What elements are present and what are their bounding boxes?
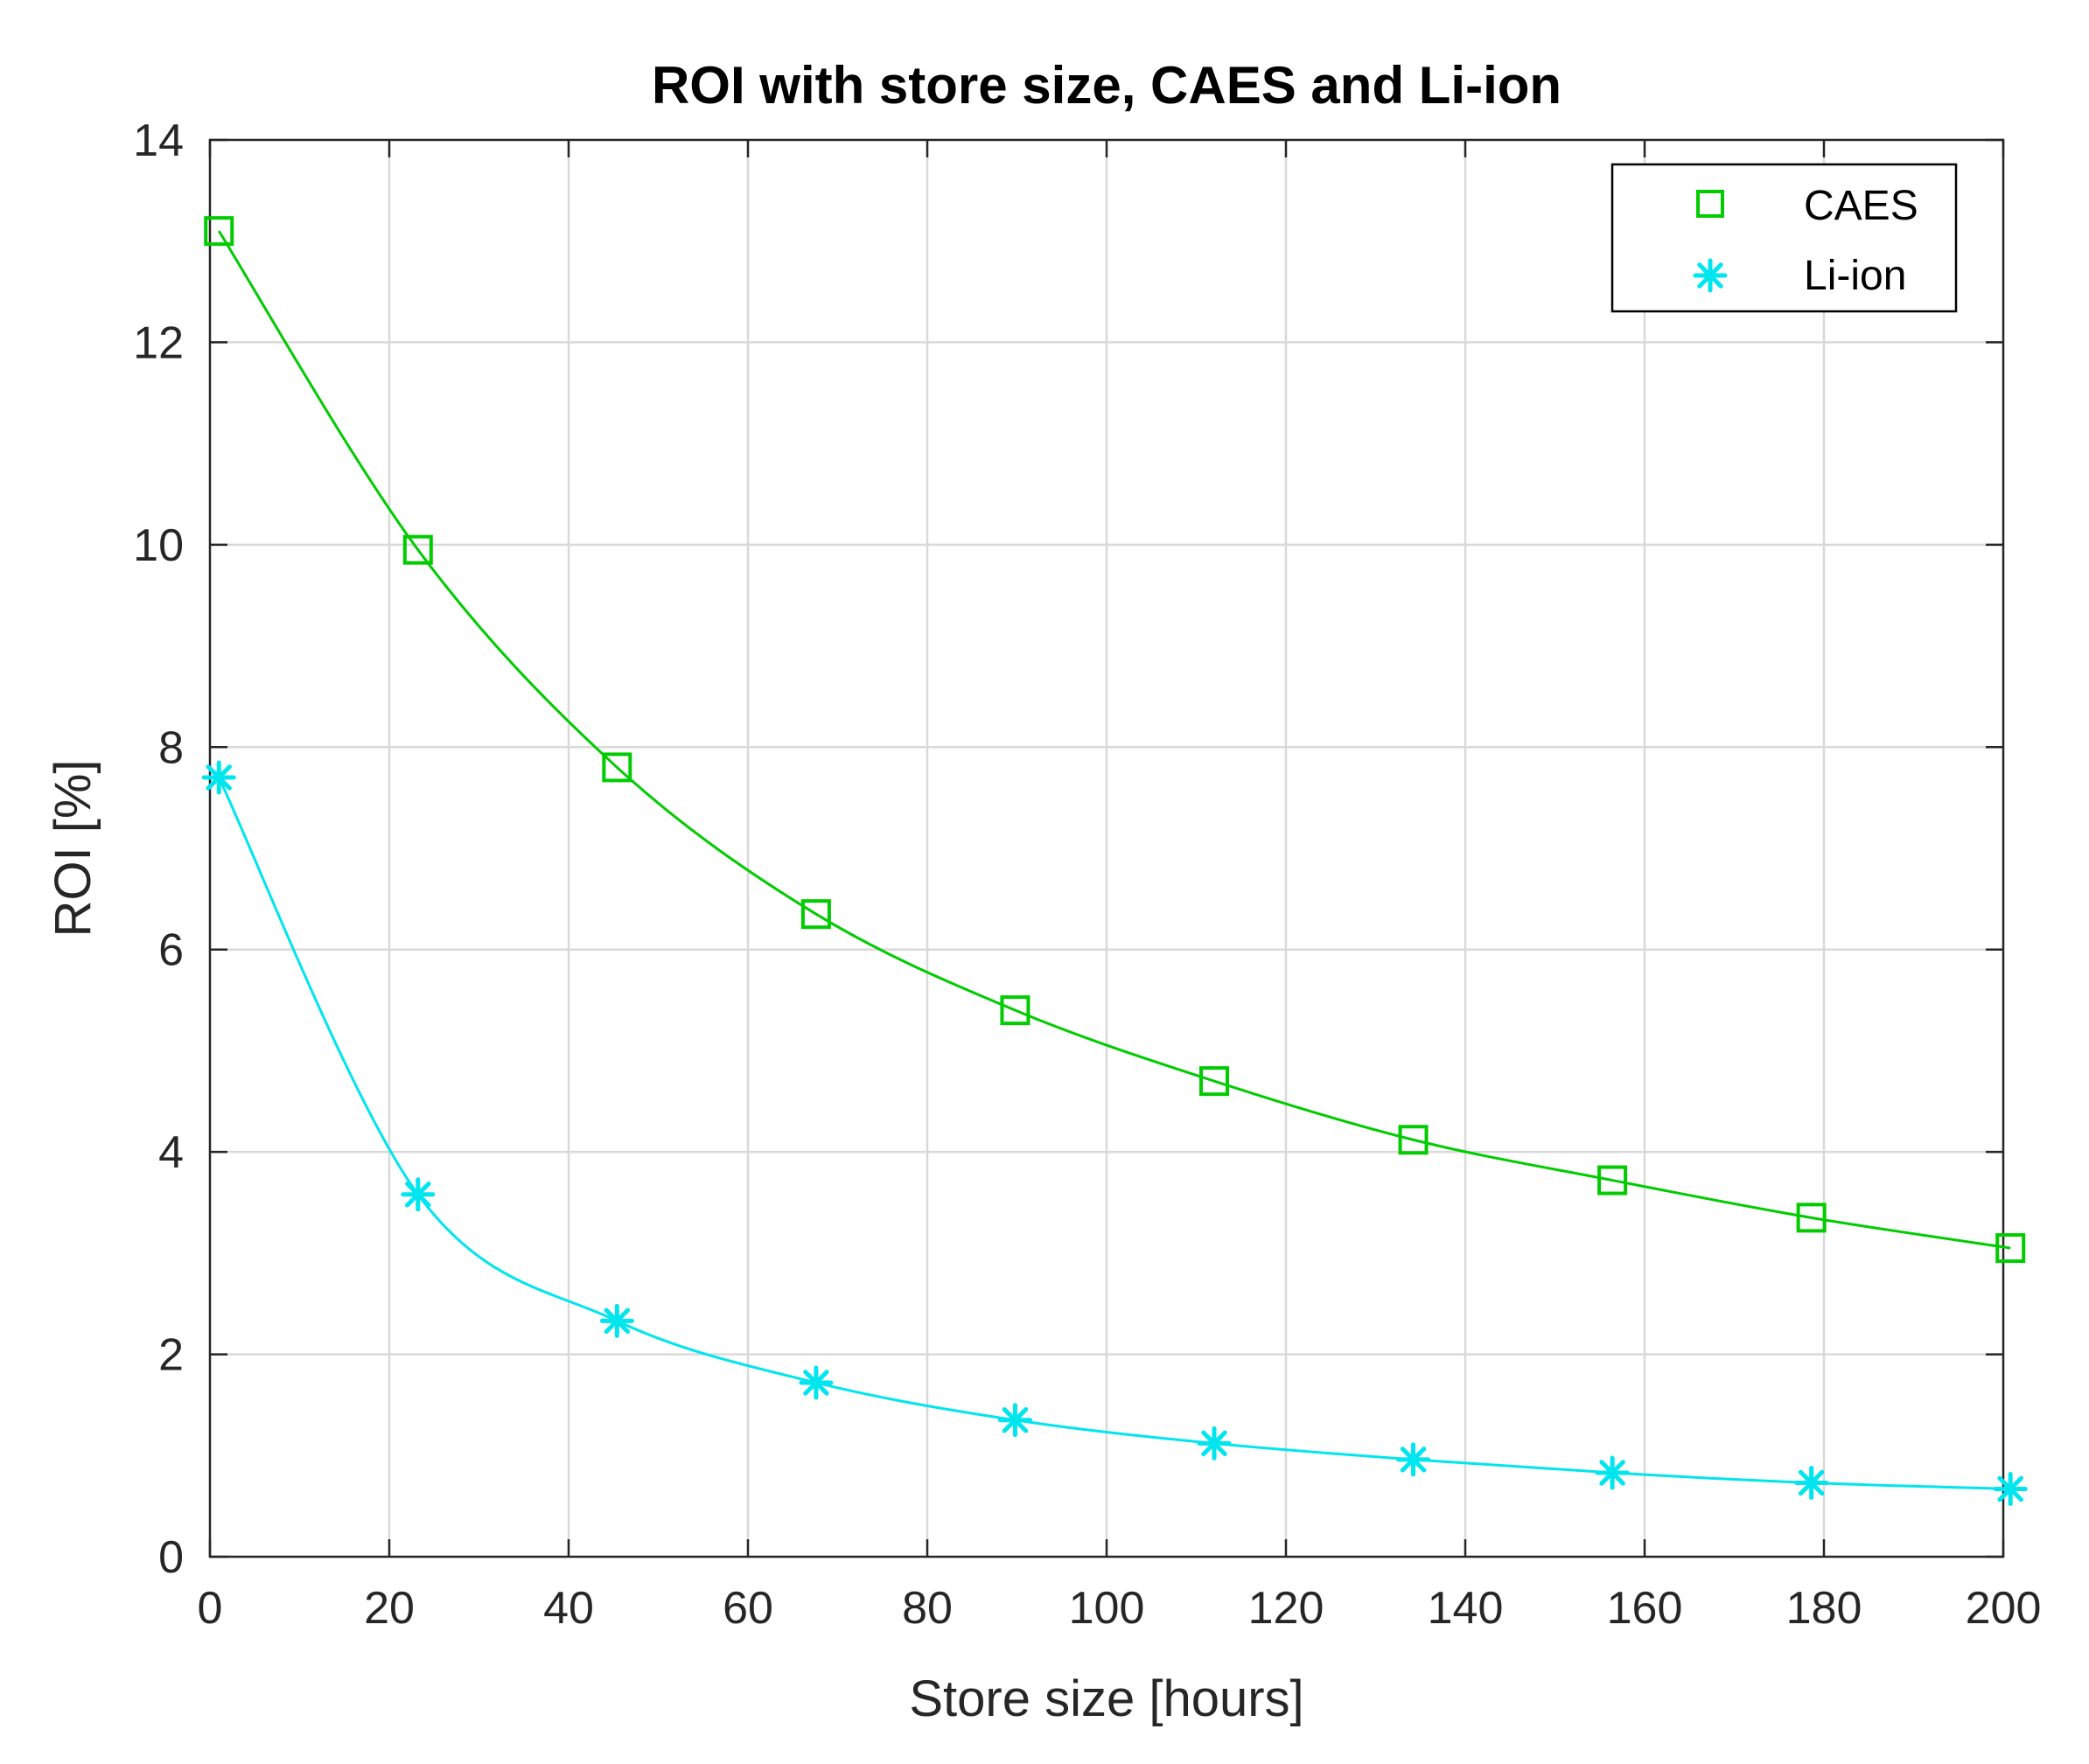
data-point-li-ion: [1993, 1471, 2028, 1506]
data-point-caes: [800, 899, 831, 930]
asterisk-stroke: [1798, 1469, 1825, 1496]
y-tick-label: 2: [158, 1330, 184, 1381]
x-tick-label: 60: [723, 1583, 773, 1634]
data-point-caes: [1000, 995, 1031, 1026]
axis-ticks: 0 20 40 60 80 100 120 140 160 180 200 0 2 4 6 8 10 12 14: [133, 115, 2041, 1634]
data-point-caes: [1796, 1203, 1827, 1233]
asterisk-stroke: [1400, 1447, 1427, 1473]
y-tick-label: 4: [158, 1127, 184, 1178]
x-tick-label: 0: [198, 1583, 223, 1634]
x-tick-label: 180: [1786, 1583, 1862, 1634]
data-point-caes: [204, 216, 234, 247]
y-tick-label: 14: [133, 115, 184, 166]
x-tick-label: 160: [1607, 1583, 1683, 1634]
data-point-caes: [1995, 1233, 2026, 1264]
series-line-caes: [217, 230, 2011, 1250]
legend-asterisk-glyph: [1693, 258, 1728, 293]
data-point-li-ion: [599, 1303, 634, 1338]
legend-asterisk-marker-icon: [1693, 258, 1728, 293]
y-axis-title: ROI [%]: [45, 759, 101, 937]
y-tick-label: 6: [158, 925, 184, 976]
x-tick-label: 40: [543, 1583, 594, 1634]
x-axis-title: Store size [hours]: [909, 1670, 1303, 1727]
y-tick-label: 10: [133, 520, 184, 571]
data-series: [201, 216, 2028, 1506]
data-point-li-ion: [1396, 1442, 1431, 1477]
data-point-li-ion: [1794, 1466, 1829, 1501]
x-tick-label: 140: [1428, 1583, 1504, 1634]
x-tick-label: 100: [1069, 1583, 1145, 1634]
data-point-caes: [602, 752, 632, 783]
data-point-li-ion: [1197, 1426, 1232, 1461]
data-point-li-ion: [799, 1365, 834, 1400]
x-tick-label: 20: [364, 1583, 415, 1634]
asterisk-stroke: [1697, 262, 1723, 289]
asterisk-stroke: [405, 1182, 431, 1208]
chart-title: ROI with store size, CAES and Li-ion: [652, 56, 1562, 115]
data-point-li-ion: [401, 1177, 436, 1212]
data-point-li-ion: [201, 760, 236, 795]
asterisk-stroke: [206, 764, 232, 791]
x-tick-label: 120: [1248, 1583, 1324, 1634]
asterisk-stroke: [1201, 1430, 1227, 1457]
data-point-caes: [1398, 1125, 1429, 1155]
asterisk-stroke: [1599, 1460, 1625, 1486]
y-tick-label: 8: [158, 722, 184, 773]
data-point-caes: [1597, 1165, 1628, 1196]
x-tick-label: 80: [902, 1583, 953, 1634]
legend-label-caes: CAES: [1804, 183, 1918, 229]
y-tick-label: 12: [133, 317, 184, 368]
data-point-li-ion: [1595, 1455, 1630, 1490]
series-line-li-ion: [217, 777, 2011, 1490]
legend-box: [1610, 163, 1958, 313]
x-tick-label: 200: [1966, 1583, 2042, 1634]
asterisk-stroke: [1002, 1407, 1029, 1433]
data-point-caes: [402, 534, 433, 565]
asterisk-stroke: [604, 1307, 631, 1335]
data-point-caes: [1199, 1066, 1229, 1097]
data-point-li-ion: [997, 1403, 1032, 1438]
grid-lines: [210, 140, 2003, 1557]
y-tick-label: 0: [158, 1532, 184, 1583]
legend-label-li-ion: Li-ion: [1804, 253, 1906, 299]
legend-square-marker-icon: [1696, 190, 1724, 218]
legend: CAES Li-ion: [1610, 163, 1958, 313]
asterisk-stroke: [803, 1370, 829, 1396]
asterisk-stroke: [1997, 1475, 2023, 1503]
